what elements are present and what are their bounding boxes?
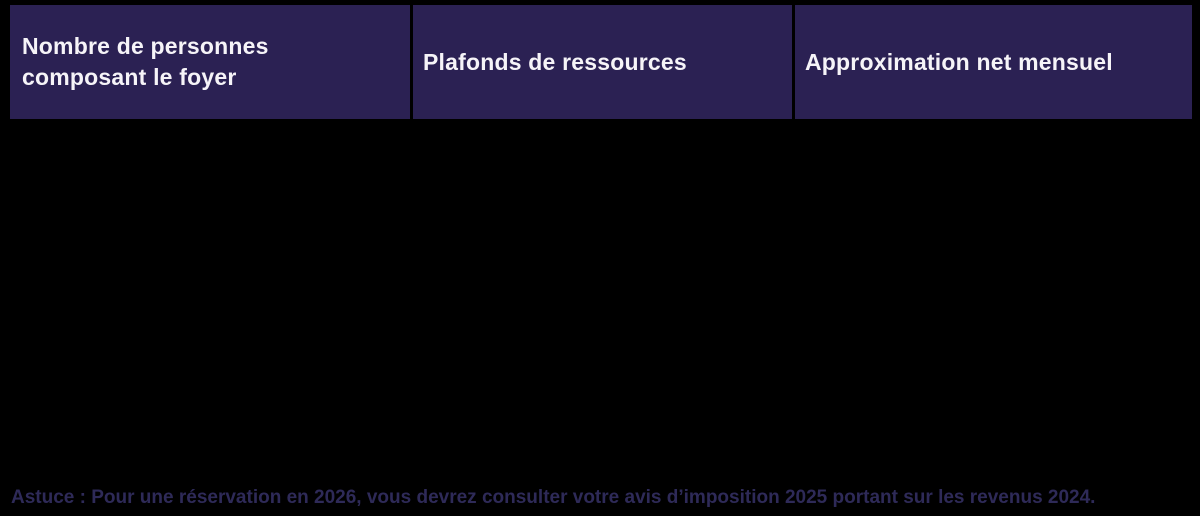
tip-label: Astuce : bbox=[11, 487, 86, 508]
header-cell-net-monthly: Approximation net mensuel bbox=[795, 5, 1192, 119]
header-cell-resource-ceiling: Plafonds de ressources bbox=[413, 5, 792, 119]
tip-note: Astuce : Pour une réservation en 2026, v… bbox=[11, 487, 1095, 509]
column-header-label: Nombre de personnes composant le foyer bbox=[22, 33, 269, 90]
column-header-label: Approximation net mensuel bbox=[805, 48, 1113, 75]
header-cell-household-size: Nombre de personnes composant le foyer bbox=[10, 5, 410, 119]
tip-text: Pour une réservation en 2026, vous devre… bbox=[85, 487, 1096, 508]
column-header-label: Plafonds de ressources bbox=[423, 48, 687, 75]
table-header-row: Nombre de personnes composant le foyer P… bbox=[10, 5, 1192, 119]
table-body-empty bbox=[0, 119, 1200, 478]
